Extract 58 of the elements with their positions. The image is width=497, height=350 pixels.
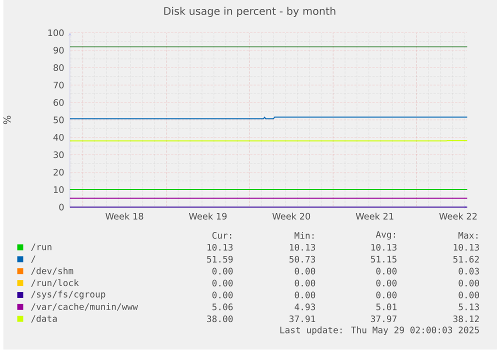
- text: 0.03: [458, 268, 479, 275]
- text: 0.00: [294, 268, 316, 275]
- x-tick-label: Week 19: [188, 212, 227, 220]
- text: Cur:: [212, 232, 232, 239]
- text: 51.15: [370, 256, 396, 263]
- text: Max:: [458, 232, 478, 239]
- x-tick-label: Week 22: [439, 212, 477, 220]
- legend-label: /dev/shm: [31, 268, 74, 276]
- text: 37.97: [370, 316, 396, 322]
- y-tick-label: 30: [54, 152, 64, 158]
- chart-title: Disk usage in percent - by month: [164, 7, 336, 18]
- y-tick-label: 10: [54, 186, 64, 194]
- text: Min:: [294, 232, 314, 239]
- text: Avg:: [376, 231, 396, 240]
- y-axis-title: %: [3, 116, 11, 124]
- y-tick-label: 0: [59, 204, 64, 211]
- text: Last update: Thu May 29 02:00:03 2025: [280, 326, 479, 336]
- text: 0.00: [294, 280, 316, 287]
- legend-label: /data: [31, 315, 57, 323]
- text: 5.13: [458, 304, 479, 310]
- legend-label: /run: [31, 244, 52, 252]
- text: 10.13: [208, 244, 233, 251]
- text: 0.00: [212, 280, 233, 287]
- text: 50.73: [290, 256, 316, 263]
- text: 0.00: [376, 268, 397, 275]
- text: 0.00: [376, 292, 397, 299]
- text: 0.00: [458, 280, 480, 287]
- text: 0.00: [376, 280, 397, 287]
- text: 38.00: [207, 316, 233, 322]
- text: 0.00: [458, 292, 480, 299]
- text: 10.13: [454, 244, 479, 251]
- y-tick-label: 70: [54, 82, 64, 89]
- legend-label: /: [31, 256, 36, 264]
- legend-label: /var/cache/munin/www: [31, 303, 138, 311]
- text: 4.93: [294, 304, 316, 310]
- text: 10.13: [290, 244, 316, 251]
- text: 5.06: [212, 304, 233, 310]
- x-tick-label: Week 18: [106, 212, 144, 220]
- x-tick-label: Week 20: [272, 212, 310, 220]
- legend-label: /run/lock: [31, 279, 79, 288]
- text: 5.01: [376, 304, 397, 310]
- text: 37.91: [289, 316, 316, 322]
- text: 0.00: [212, 268, 233, 275]
- y-tick-label: 60: [54, 99, 64, 106]
- text: 38.12: [453, 316, 479, 322]
- text: 10.13: [371, 244, 396, 251]
- text: 0.00: [212, 292, 233, 299]
- y-tick-label: 20: [54, 169, 64, 176]
- legend-label: /sys/fs/cgroup: [31, 290, 106, 300]
- text: 51.59: [207, 256, 233, 263]
- y-tick-label: 80: [54, 64, 64, 72]
- text: 0.00: [294, 292, 316, 299]
- y-tick-label: 100: [48, 30, 64, 36]
- y-tick-label: 40: [53, 134, 64, 141]
- text: 51.62: [453, 256, 479, 263]
- x-tick-label: Week 21: [356, 212, 394, 220]
- y-tick-label: 90: [54, 47, 64, 54]
- y-tick-label: 50: [54, 116, 64, 124]
